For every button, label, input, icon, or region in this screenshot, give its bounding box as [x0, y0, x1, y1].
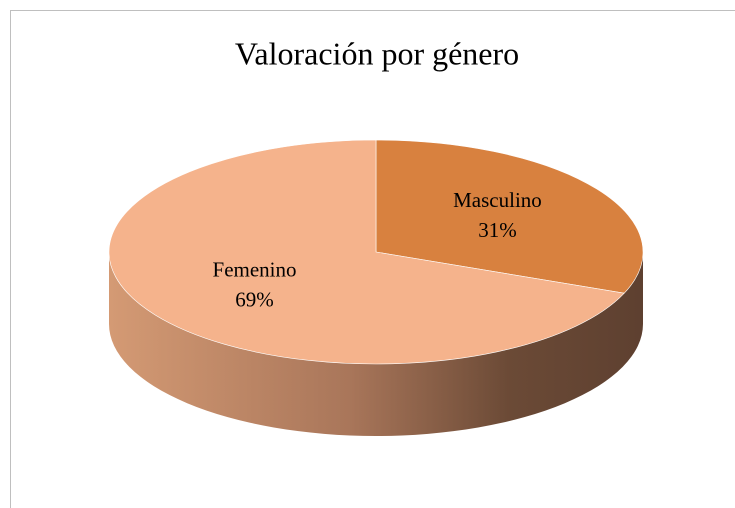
slice-value-label: 31%	[478, 218, 517, 242]
chart-border	[10, 10, 735, 508]
pie-side	[109, 252, 643, 436]
slice-label: Femenino	[213, 257, 297, 281]
chart-title: Valoración por género	[235, 35, 519, 71]
pie-slice	[108, 139, 625, 365]
slice-value-label: 69%	[235, 287, 274, 311]
slice-label: Masculino	[453, 188, 542, 212]
pie-slice	[375, 139, 644, 294]
